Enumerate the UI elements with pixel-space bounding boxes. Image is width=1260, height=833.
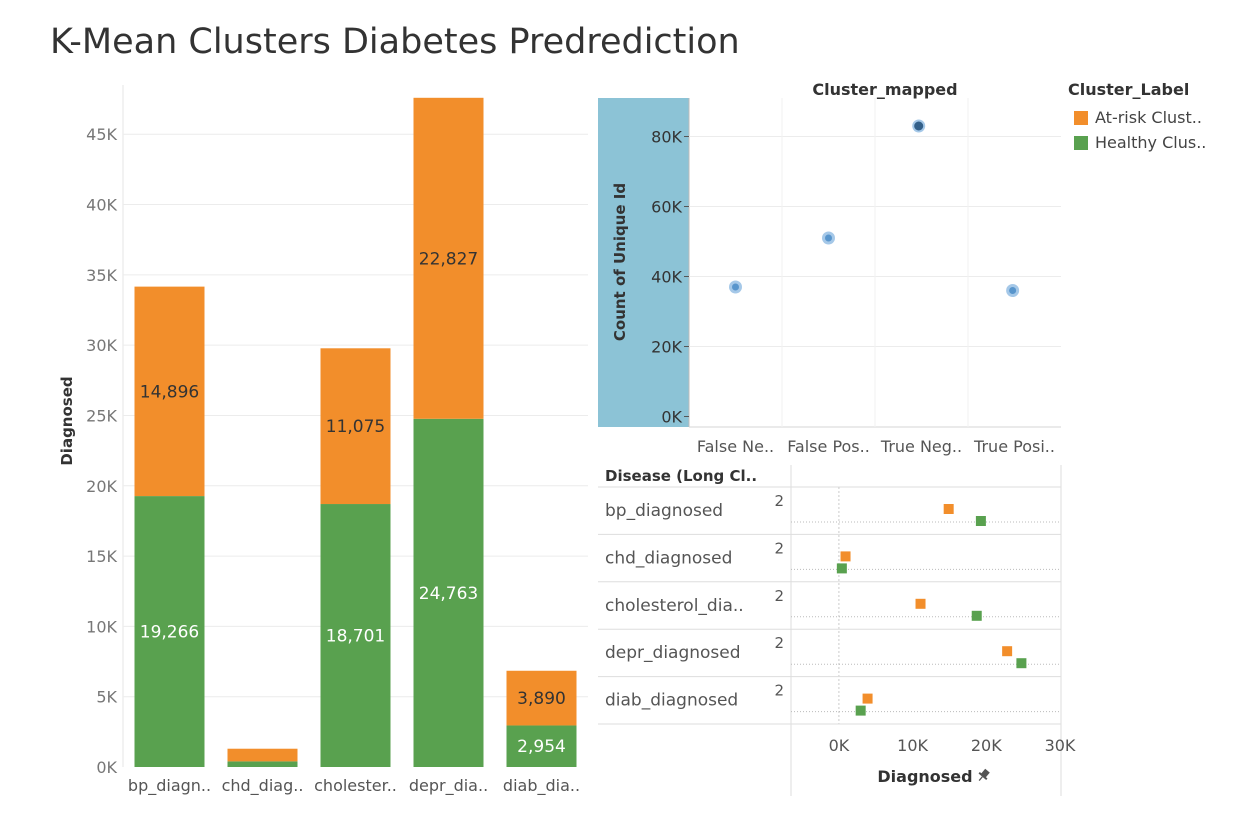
disease-row-label: cholesterol_dia.. — [605, 596, 744, 616]
bar-segment — [320, 504, 391, 767]
disease-row-label: diab_diagnosed — [605, 691, 738, 711]
legend-title: Cluster_Label — [1068, 80, 1190, 99]
bar-segment — [227, 748, 298, 762]
scatter-y-tick-label: 20K — [651, 338, 682, 357]
bar-y-tick-label: 10K — [86, 617, 117, 636]
disease-at-risk-mark — [915, 598, 926, 609]
disease-x-tick-label: 0K — [829, 736, 850, 755]
scatter-y-tick-label: 40K — [651, 268, 682, 287]
scatter-y-tick-label: 0K — [661, 408, 682, 427]
scatter-y-tick-label: 60K — [651, 198, 682, 217]
disease-at-risk-mark — [862, 693, 873, 704]
scatter-title: Cluster_mapped — [812, 80, 957, 99]
legend: Cluster_Label At-risk Clust.. Healthy Cl… — [1068, 80, 1206, 155]
scatter-point — [732, 283, 739, 291]
scatter-y-tick-label: 80K — [651, 128, 682, 147]
disease-column-header: Disease (Long Cl.. — [605, 467, 757, 485]
disease-at-risk-mark — [943, 504, 954, 514]
disease-x-tick-label: 20K — [971, 736, 1002, 755]
bar-y-tick-label: 40K — [86, 196, 117, 215]
disease-healthy-mark — [855, 705, 866, 716]
bar-y-tick-label: 30K — [86, 336, 117, 355]
disease-sub-row-label: 2 — [774, 634, 784, 652]
bar-segment — [134, 496, 205, 767]
disease-healthy-mark — [836, 563, 847, 574]
scatter-point — [914, 121, 924, 131]
bar-category-label: depr_dia.. — [409, 776, 488, 796]
scatter-point — [825, 234, 832, 242]
bar-data-label: 2,954 — [517, 737, 566, 757]
disease-x-tick-label: 30K — [1045, 736, 1076, 755]
disease-sub-row-label: 2 — [774, 539, 784, 557]
scatter-category-label: True Neg.. — [880, 437, 962, 456]
bar-y-tick-label: 25K — [86, 406, 117, 425]
disease-row-label: chd_diagnosed — [605, 548, 732, 568]
bar-y-tick-label: 0K — [96, 758, 117, 777]
scatter-point — [1009, 287, 1017, 294]
bar-segment — [506, 670, 577, 726]
disease-sub-row-label: 2 — [774, 492, 784, 510]
disease-row-label: depr_diagnosed — [605, 643, 741, 663]
disease-healthy-mark — [975, 516, 986, 526]
bar-y-tick-label: 20K — [86, 477, 117, 496]
legend-swatch-healthy — [1074, 135, 1088, 150]
disease-row-label: bp_diagnosed — [605, 501, 723, 521]
disease-sub-row-label: 2 — [774, 682, 784, 700]
legend-label-at-risk: At-risk Clust.. — [1095, 108, 1202, 127]
bar-data-label: 24,763 — [419, 584, 478, 604]
bar-data-label: 19,266 — [140, 623, 199, 643]
pin-icon — [978, 768, 990, 782]
disease-at-risk-mark — [1002, 646, 1013, 657]
bar-y-tick-label: 5K — [96, 688, 117, 707]
bar-y-axis-label: Diagnosed — [58, 376, 76, 465]
bar-y-tick-label: 45K — [86, 125, 117, 144]
bar-y-tick-label: 15K — [86, 547, 117, 566]
bar-data-label: 3,890 — [517, 689, 566, 709]
legend-swatch-at-risk — [1074, 110, 1088, 125]
disease-x-axis-label: Diagnosed — [877, 767, 972, 786]
disease-healthy-mark — [971, 610, 982, 621]
disease-at-risk-mark — [840, 551, 851, 562]
bar-segment — [134, 286, 205, 497]
disease-sub-row-label: 2 — [774, 587, 784, 605]
bar-category-label: bp_diagn.. — [128, 776, 211, 796]
legend-label-healthy: Healthy Clus.. — [1095, 133, 1207, 152]
bar-segment — [506, 725, 577, 767]
bar-segment — [320, 348, 391, 505]
scatter-category-label: True Posi.. — [973, 437, 1055, 456]
disease-healthy-mark — [1016, 658, 1027, 669]
scatter-y-axis-label: Count of Unique Id — [611, 183, 629, 341]
bar-segment — [227, 761, 298, 767]
dashboard-title: K-Mean Clusters Diabetes Predrediction — [50, 22, 740, 62]
legend-item-healthy[interactable]: Healthy Clus.. — [1068, 130, 1206, 155]
scatter-category-label: False Pos.. — [787, 437, 870, 456]
scatter-axis-panel — [598, 98, 689, 427]
bar-segment — [413, 418, 484, 767]
legend-item-at-risk[interactable]: At-risk Clust.. — [1068, 105, 1206, 130]
scatter-category-label: False Ne.. — [697, 437, 774, 456]
bar-data-label: 14,896 — [140, 382, 199, 402]
bar-category-label: cholester.. — [314, 776, 397, 795]
bar-y-tick-label: 35K — [86, 266, 117, 285]
disease-x-tick-label: 10K — [897, 736, 928, 755]
bar-category-label: chd_diag.. — [222, 776, 304, 796]
bar-data-label: 18,701 — [326, 627, 385, 647]
bar-data-label: 22,827 — [419, 249, 478, 269]
bar-data-label: 11,075 — [326, 417, 385, 437]
bar-category-label: diab_dia.. — [503, 776, 580, 796]
bar-segment — [413, 97, 484, 419]
